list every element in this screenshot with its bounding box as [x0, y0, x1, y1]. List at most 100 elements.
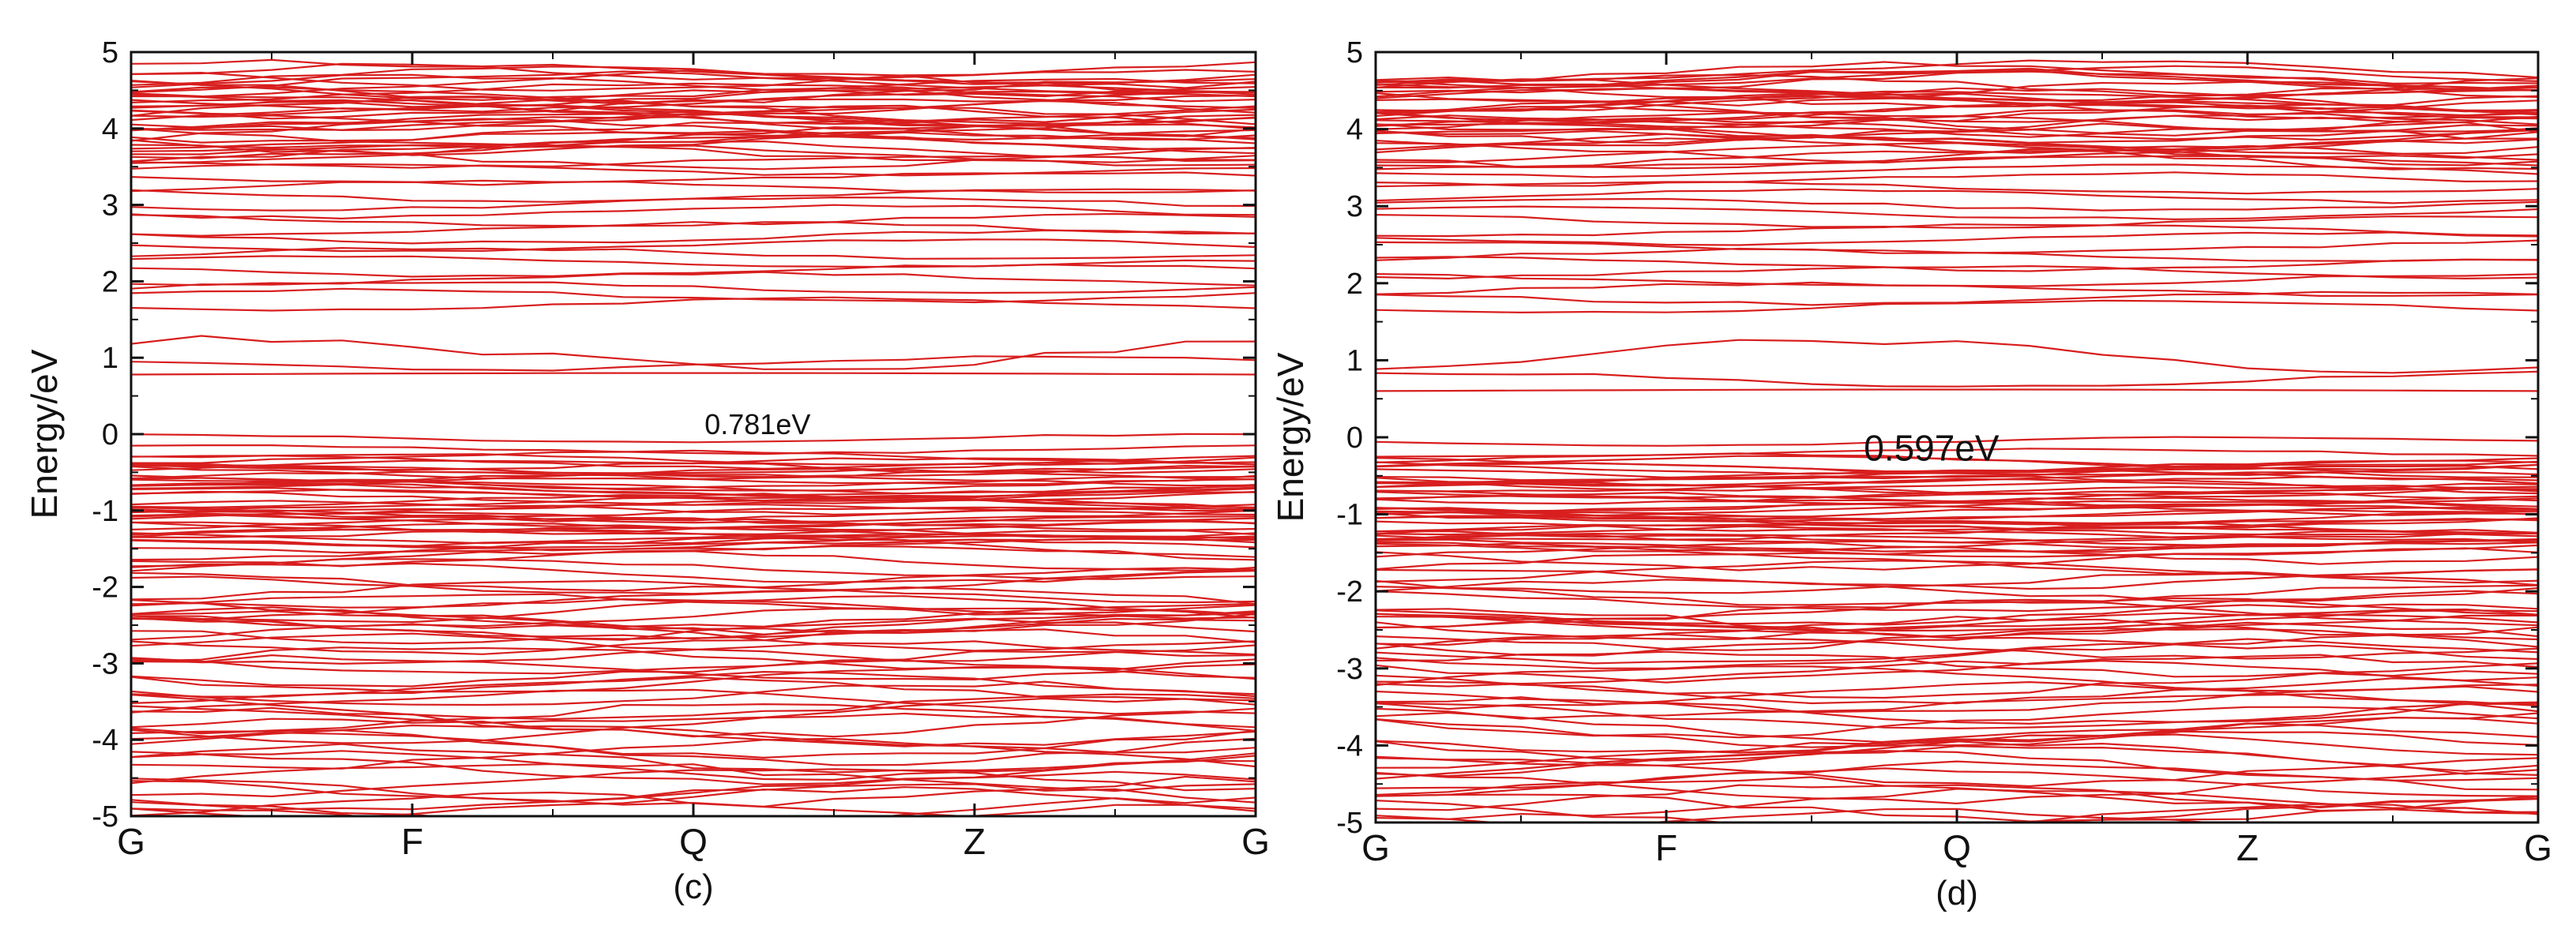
- band-line: [1376, 339, 2538, 374]
- band-line: [1645, 807, 2217, 822]
- band-lines: [131, 58, 1256, 816]
- band-line: [131, 796, 1256, 816]
- band-line: [1376, 214, 2538, 229]
- band-line: [1376, 560, 2538, 584]
- band-line: [1376, 150, 2538, 170]
- band-line: [131, 654, 1256, 681]
- band-line: [1376, 523, 2538, 536]
- band-line: [1376, 171, 2538, 187]
- k-point-label: Q: [1943, 827, 1971, 868]
- band-line: [131, 92, 1256, 116]
- band-line: [131, 78, 1256, 105]
- band-line: [1376, 757, 2538, 788]
- band-line: [1376, 109, 2538, 131]
- band-line: [131, 89, 1256, 116]
- band-gap-annotation: 0.597eV: [1864, 427, 2000, 468]
- band-line: [131, 246, 1256, 260]
- y-tick-labels: -5 -4 -3 -2 -1 0 1 2 3 4 5: [1336, 36, 1363, 840]
- band-line: [1376, 599, 2538, 629]
- band-line: [1376, 638, 2538, 665]
- band-line: [131, 453, 1256, 466]
- band-line: [1376, 466, 2538, 481]
- y-tick-label: -4: [92, 724, 118, 757]
- band-line: [1376, 223, 2538, 238]
- band-line: [131, 188, 1256, 203]
- band-line: [1376, 696, 2538, 725]
- band-line: [131, 498, 1256, 512]
- band-line: [1376, 676, 2538, 705]
- band-line: [131, 507, 1256, 523]
- y-tick-labels: -5 -4 -3 -2 -1 0 1 2 3 4 5: [92, 36, 118, 834]
- band-line: [1376, 526, 2538, 541]
- band-line: [1376, 465, 2538, 480]
- y-axis-title: Energy/eV: [24, 349, 65, 519]
- band-line: [1376, 572, 2538, 594]
- band-line: [131, 688, 1256, 715]
- band-line: [131, 750, 1256, 781]
- band-line: [1376, 490, 2538, 505]
- band-line: [131, 238, 1256, 253]
- band-line: [131, 743, 1256, 774]
- band-line: [1376, 767, 2538, 797]
- band-line: [1376, 61, 2538, 85]
- band-line: [1376, 69, 2538, 98]
- k-point-label: Q: [679, 821, 708, 862]
- band-line: [131, 271, 1256, 287]
- band-line: [1376, 616, 2538, 646]
- band-line: [131, 144, 1256, 163]
- band-line: [131, 171, 1256, 186]
- band-line: [131, 665, 1256, 693]
- band-line: [131, 263, 1256, 278]
- band-line: [1376, 129, 2538, 155]
- k-point-label: G: [1361, 827, 1390, 868]
- k-point-label: F: [401, 821, 423, 862]
- band-line: [131, 58, 1256, 81]
- y-tick-label: -5: [92, 800, 118, 834]
- band-line: [1376, 256, 2538, 272]
- band-line: [1376, 717, 2538, 748]
- band-line: [131, 593, 1256, 616]
- band-line: [131, 670, 1256, 698]
- y-tick-label: -3: [1336, 653, 1363, 686]
- band-line: [131, 737, 1256, 770]
- k-point-label: G: [2524, 827, 2552, 868]
- y-tick-label: -4: [1336, 729, 1363, 763]
- k-point-label: Z: [963, 821, 986, 862]
- band-line: [131, 646, 1256, 671]
- band-line: [1376, 138, 2538, 164]
- band-line: [1376, 745, 2538, 778]
- band-line: [1376, 722, 2538, 754]
- band-line: [1376, 144, 2538, 168]
- y-tick-label: 0: [102, 418, 118, 452]
- band-line: [131, 538, 1256, 552]
- band-lines: [1376, 59, 2538, 822]
- band-line: [131, 335, 1256, 370]
- band-line: [1376, 654, 2538, 684]
- band-line: [131, 463, 1256, 478]
- band-line: [131, 712, 1256, 744]
- band-line: [1376, 541, 2538, 565]
- band-line: [131, 119, 1256, 144]
- band-line: [1376, 621, 2538, 650]
- band-line: [131, 449, 1256, 464]
- y-tick-label: 3: [1346, 190, 1363, 223]
- band-line: [1376, 370, 2538, 388]
- band-line: [131, 567, 1256, 592]
- band-line: [131, 115, 1256, 142]
- band-line: [1376, 702, 2538, 730]
- band-line: [131, 179, 1256, 194]
- band-line: [1376, 478, 2538, 493]
- band-line: [131, 255, 1256, 268]
- band-line: [131, 77, 1256, 101]
- band-line: [131, 650, 1256, 675]
- y-tick-label: 5: [102, 36, 118, 69]
- band-line: [131, 729, 1256, 759]
- band-line: [131, 69, 1256, 98]
- band-line: [131, 753, 1256, 785]
- band-line: [131, 562, 1256, 583]
- band-line: [1376, 579, 2538, 602]
- y-tick-label: -3: [92, 647, 118, 680]
- band-line: [1376, 535, 2538, 552]
- band-line: [131, 496, 1256, 511]
- band-line: [1376, 114, 2538, 144]
